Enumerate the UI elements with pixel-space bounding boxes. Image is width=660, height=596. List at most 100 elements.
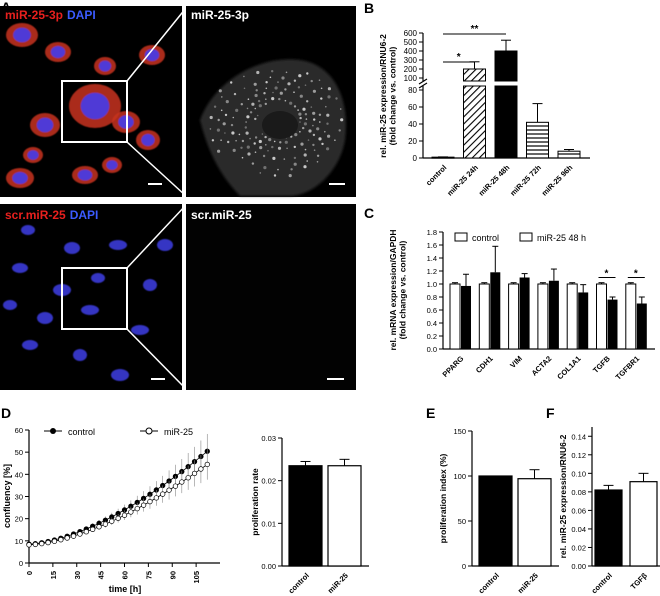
panel-label-c: C bbox=[364, 205, 374, 221]
data-bar-control bbox=[478, 283, 490, 350]
panel-label-a: A bbox=[1, 0, 11, 15]
data-point bbox=[160, 491, 166, 497]
x-tick-label: ACTA2 bbox=[530, 354, 554, 378]
data-point bbox=[26, 542, 32, 548]
x-tick-label: COL1A1 bbox=[555, 354, 582, 381]
y-tick-label: 30 bbox=[15, 493, 23, 502]
data-point bbox=[45, 539, 51, 546]
micrograph-top-left: miR-25-3p DAPI bbox=[0, 6, 187, 197]
granule bbox=[278, 97, 281, 101]
data-bar bbox=[463, 68, 486, 82]
granule bbox=[273, 174, 277, 177]
cell-nucleus bbox=[91, 273, 105, 283]
panel-label-d: D bbox=[1, 405, 11, 421]
series-line bbox=[28, 450, 208, 545]
data-bar bbox=[494, 85, 518, 159]
granule bbox=[299, 121, 301, 123]
data-bar-control bbox=[508, 283, 520, 350]
cell-nucleus bbox=[77, 169, 93, 181]
granule bbox=[277, 146, 282, 150]
data-point bbox=[140, 502, 147, 508]
data-bar bbox=[517, 478, 552, 567]
granule bbox=[319, 121, 321, 123]
granule bbox=[273, 140, 276, 143]
granule bbox=[251, 102, 255, 106]
granule bbox=[217, 149, 221, 153]
granule bbox=[299, 131, 301, 133]
zoom-line bbox=[126, 328, 187, 390]
cell-nucleus bbox=[111, 369, 129, 381]
granule bbox=[287, 82, 291, 86]
granule bbox=[211, 139, 215, 142]
legend-marker bbox=[50, 428, 56, 434]
granule bbox=[286, 147, 288, 150]
granule bbox=[293, 79, 297, 82]
granule bbox=[253, 142, 256, 145]
panel-e: E 0 50 100 150 proliferation index (%) contro… bbox=[426, 405, 559, 595]
y-tick-label: 0.4 bbox=[427, 319, 437, 328]
data-bar bbox=[288, 465, 323, 567]
granule bbox=[320, 97, 323, 100]
granule bbox=[272, 156, 276, 160]
granule bbox=[258, 104, 262, 108]
y-tick-label: 0.06 bbox=[571, 506, 586, 515]
cell-nucleus bbox=[12, 263, 28, 273]
legend-label: miR-25 48 h bbox=[537, 233, 586, 243]
granule bbox=[254, 151, 257, 153]
significance-marker: * bbox=[634, 269, 638, 280]
granule bbox=[271, 145, 274, 149]
granule bbox=[227, 140, 230, 144]
y-tick-label: 0.08 bbox=[571, 488, 586, 497]
granule bbox=[216, 128, 220, 132]
granule bbox=[293, 91, 295, 93]
granule bbox=[327, 95, 331, 99]
granule bbox=[318, 137, 322, 141]
y-tick-label: 60 bbox=[408, 103, 417, 112]
granule bbox=[316, 127, 320, 131]
granule bbox=[310, 106, 313, 108]
data-point bbox=[90, 526, 96, 532]
data-bar bbox=[629, 481, 658, 567]
granule bbox=[326, 122, 329, 125]
data-bar-control bbox=[625, 283, 637, 350]
granule bbox=[303, 122, 307, 126]
granule bbox=[218, 89, 222, 93]
data-bar-control bbox=[566, 283, 578, 350]
granule bbox=[254, 117, 257, 121]
granule bbox=[283, 158, 286, 160]
x-tick-label: control bbox=[590, 571, 614, 595]
y-tick-label: 300 bbox=[404, 56, 418, 65]
y-tick-label: 1.2 bbox=[427, 267, 437, 276]
data-bar-mir25 bbox=[636, 303, 647, 349]
data-point bbox=[166, 487, 172, 493]
x-tick-label: miR-25 48h bbox=[477, 163, 512, 198]
granule bbox=[288, 174, 292, 178]
granule bbox=[244, 126, 247, 129]
x-tick-label: miR-25 72h bbox=[508, 163, 543, 198]
granule bbox=[312, 124, 314, 127]
granule bbox=[268, 138, 272, 142]
granule bbox=[297, 109, 299, 111]
granule bbox=[279, 91, 283, 95]
granule bbox=[312, 133, 316, 137]
cell-nucleus bbox=[12, 172, 28, 184]
zoom-line bbox=[126, 7, 187, 82]
panel-label-e: E bbox=[426, 405, 435, 421]
y-tick-label: 0.6 bbox=[427, 306, 437, 315]
data-point bbox=[96, 524, 102, 530]
granule bbox=[269, 76, 272, 79]
granule bbox=[316, 161, 319, 163]
x-tick-label: miR-25 96h bbox=[540, 163, 575, 198]
granule bbox=[289, 101, 293, 105]
granule bbox=[285, 71, 288, 74]
granule bbox=[259, 172, 262, 174]
granule bbox=[263, 92, 266, 95]
granule bbox=[230, 123, 234, 127]
granule bbox=[299, 116, 302, 120]
y-tick-label: 1.6 bbox=[427, 241, 437, 250]
micrograph-background bbox=[0, 204, 182, 390]
y-tick-label: 0.04 bbox=[571, 525, 586, 534]
